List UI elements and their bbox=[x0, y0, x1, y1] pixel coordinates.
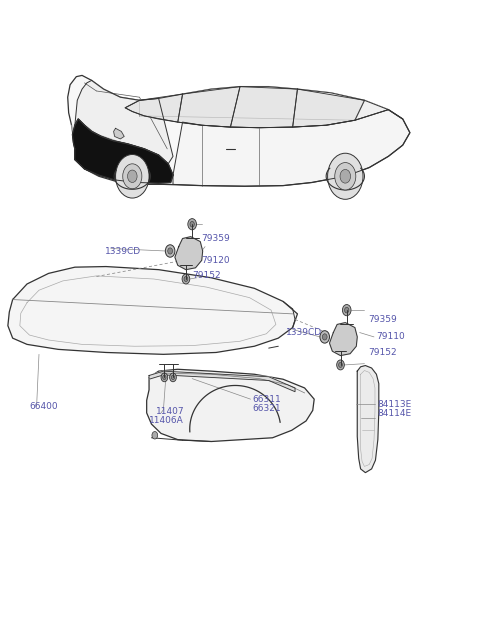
Text: 1339CD: 1339CD bbox=[287, 328, 323, 337]
Circle shape bbox=[123, 164, 142, 188]
Text: 66400: 66400 bbox=[29, 402, 58, 411]
Circle shape bbox=[340, 170, 350, 183]
Text: 84113E: 84113E bbox=[378, 399, 412, 409]
Polygon shape bbox=[178, 87, 240, 127]
Circle shape bbox=[335, 163, 356, 190]
Polygon shape bbox=[114, 129, 124, 139]
Polygon shape bbox=[173, 110, 410, 186]
Polygon shape bbox=[72, 119, 173, 183]
Text: 11407: 11407 bbox=[156, 407, 185, 416]
Circle shape bbox=[190, 222, 194, 227]
Circle shape bbox=[168, 248, 172, 254]
Polygon shape bbox=[68, 76, 410, 186]
Text: 66321: 66321 bbox=[252, 404, 281, 413]
Circle shape bbox=[161, 373, 168, 382]
Polygon shape bbox=[149, 371, 295, 392]
Circle shape bbox=[116, 155, 149, 198]
Polygon shape bbox=[357, 366, 379, 472]
Polygon shape bbox=[230, 87, 298, 128]
Text: 79120: 79120 bbox=[202, 256, 230, 265]
Circle shape bbox=[188, 218, 196, 230]
Circle shape bbox=[184, 276, 188, 281]
Circle shape bbox=[171, 375, 175, 379]
Polygon shape bbox=[8, 266, 298, 354]
Circle shape bbox=[345, 308, 349, 313]
Circle shape bbox=[342, 305, 351, 316]
Circle shape bbox=[163, 375, 166, 379]
Circle shape bbox=[323, 334, 327, 340]
Circle shape bbox=[338, 363, 342, 368]
Circle shape bbox=[128, 170, 137, 182]
Polygon shape bbox=[75, 80, 173, 164]
Polygon shape bbox=[147, 369, 314, 442]
Text: 66311: 66311 bbox=[252, 394, 281, 404]
Circle shape bbox=[169, 373, 176, 382]
Polygon shape bbox=[125, 94, 182, 122]
Circle shape bbox=[182, 274, 190, 284]
Text: 1339CD: 1339CD bbox=[105, 247, 141, 256]
Text: 11406A: 11406A bbox=[149, 416, 184, 426]
Polygon shape bbox=[72, 119, 173, 183]
Circle shape bbox=[152, 432, 157, 439]
Polygon shape bbox=[329, 323, 357, 356]
Polygon shape bbox=[125, 87, 388, 128]
Circle shape bbox=[327, 154, 363, 199]
Polygon shape bbox=[293, 89, 364, 127]
Circle shape bbox=[320, 331, 329, 343]
Text: 84114E: 84114E bbox=[378, 409, 412, 418]
Text: 79110: 79110 bbox=[376, 333, 405, 341]
Circle shape bbox=[165, 245, 175, 257]
Text: 79359: 79359 bbox=[368, 315, 397, 324]
Circle shape bbox=[336, 360, 344, 370]
Text: 79152: 79152 bbox=[368, 348, 397, 357]
Text: 79359: 79359 bbox=[202, 234, 230, 243]
Text: 79152: 79152 bbox=[192, 271, 221, 280]
Polygon shape bbox=[175, 236, 203, 270]
